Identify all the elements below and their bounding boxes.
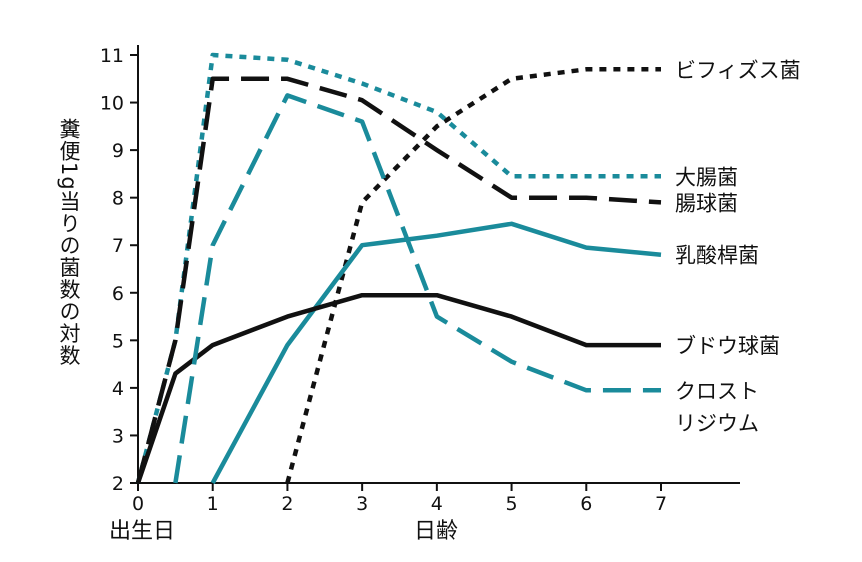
x-tick-label: 4: [431, 493, 443, 515]
series-label: ブドウ球菌: [675, 334, 780, 358]
axes: 2 3 4 5 6 7 8 9 10 11 0 1 2 3 4 5 6 7: [100, 45, 740, 515]
x-axis-label: 日齢: [414, 519, 458, 544]
x-tick-label: 3: [356, 493, 368, 515]
y-tick-label: 4: [112, 378, 124, 400]
y-tick-label: 9: [112, 140, 124, 162]
x-tick-label: 6: [580, 493, 592, 515]
x-tick-label: 5: [506, 493, 518, 515]
x-tick-label: 7: [655, 493, 667, 515]
x-tick-label: 1: [207, 493, 219, 515]
series-label: クロスト: [675, 379, 759, 403]
y-tick-label: 8: [112, 188, 124, 210]
y-tick-label: 3: [112, 425, 124, 447]
series-label: ビフィズス菌: [675, 58, 801, 82]
series-label: 大腸菌: [675, 165, 738, 189]
y-tick-label: 2: [112, 473, 124, 495]
series-line: [135, 292, 661, 484]
y-tick-label: 11: [100, 45, 124, 67]
x-tick-label: 2: [281, 493, 293, 515]
x-tick-label: 0: [132, 493, 144, 515]
series-line: [285, 67, 661, 484]
series-label: 乳酸桿菌: [675, 244, 759, 268]
series-line: [210, 221, 662, 485]
series-lines: [135, 52, 662, 485]
y-axis-label: 糞便1g当りの菌数の対数: [57, 118, 81, 367]
series-line: [135, 76, 662, 484]
series-label: リジウム: [675, 411, 759, 435]
y-tick-label: 6: [112, 283, 124, 305]
series-label: 腸球菌: [675, 191, 738, 215]
series-line: [135, 52, 661, 484]
series-line: [173, 93, 661, 484]
x-start-label: 出生日: [109, 519, 175, 544]
y-tick-label: 7: [112, 235, 124, 257]
y-tick-label: 10: [100, 93, 124, 115]
y-tick-label: 5: [112, 330, 124, 352]
